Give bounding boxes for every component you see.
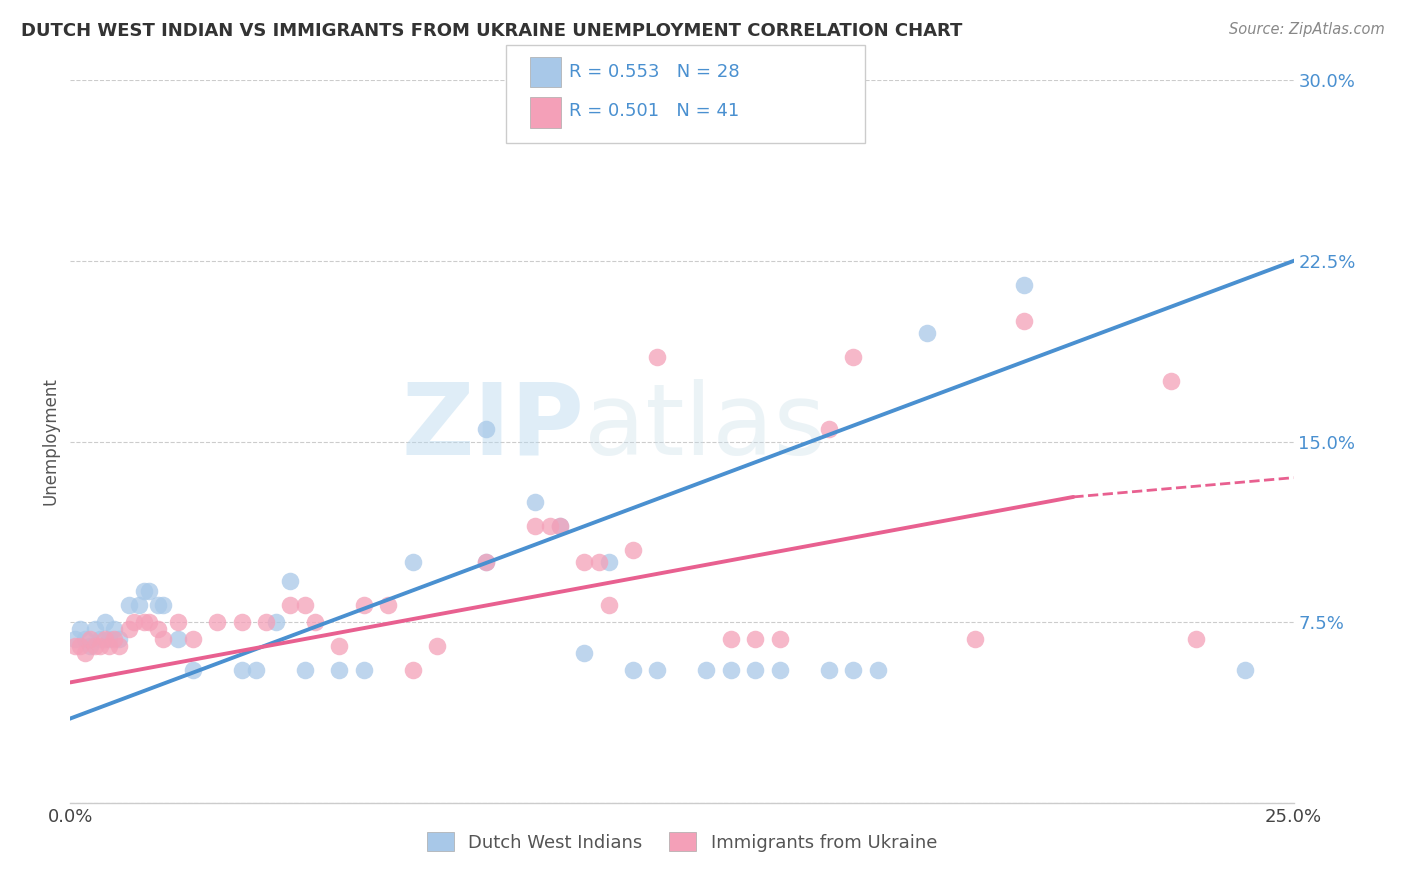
Point [572, 647, 595, 661]
Point [695, 664, 717, 678]
Point [817, 422, 839, 436]
Point [83, 623, 105, 637]
Point [621, 542, 644, 557]
Point [769, 632, 792, 646]
Point [148, 599, 170, 613]
Point [138, 583, 160, 598]
Point [108, 632, 131, 646]
Point [83, 639, 105, 653]
Point [264, 615, 287, 630]
Point [965, 632, 987, 646]
Point [598, 555, 620, 569]
Point [598, 599, 620, 613]
Point [89, 639, 111, 653]
Point [63, 632, 86, 646]
Point [132, 583, 155, 598]
Point [1160, 374, 1182, 388]
Point [69, 623, 91, 637]
Point [167, 632, 190, 646]
Point [103, 623, 125, 637]
Point [744, 664, 766, 678]
Point [744, 632, 766, 646]
Point [548, 518, 571, 533]
Point [866, 664, 889, 678]
Text: atlas: atlas [583, 378, 825, 475]
Point [353, 599, 375, 613]
Point [328, 639, 350, 653]
Point [524, 494, 547, 508]
Point [69, 639, 91, 653]
Point [89, 632, 111, 646]
Point [128, 599, 150, 613]
Point [475, 555, 498, 569]
Point [588, 555, 610, 569]
Text: ZIP: ZIP [401, 378, 583, 475]
Point [79, 632, 101, 646]
Point [205, 615, 228, 630]
Point [93, 632, 115, 646]
Point [769, 664, 792, 678]
Point [328, 664, 350, 678]
Legend: Dutch West Indians, Immigrants from Ukraine: Dutch West Indians, Immigrants from Ukra… [419, 825, 945, 859]
Point [353, 664, 375, 678]
Point [647, 664, 669, 678]
Point [63, 639, 86, 653]
Point [79, 639, 101, 653]
Point [720, 632, 742, 646]
Point [720, 664, 742, 678]
Point [294, 664, 316, 678]
Point [118, 623, 141, 637]
Y-axis label: Unemployment: Unemployment [41, 377, 59, 506]
Point [1233, 664, 1256, 678]
Point [377, 599, 399, 613]
Point [231, 615, 253, 630]
Point [254, 615, 277, 630]
Point [842, 664, 865, 678]
Point [148, 623, 170, 637]
Point [621, 664, 644, 678]
Point [138, 615, 160, 630]
Point [73, 632, 96, 646]
Point [475, 422, 498, 436]
Point [548, 518, 571, 533]
Point [538, 518, 561, 533]
Point [572, 555, 595, 569]
Point [103, 632, 125, 646]
Point [817, 664, 839, 678]
Point [280, 574, 302, 589]
Point [1184, 632, 1206, 646]
Point [245, 664, 267, 678]
Point [915, 326, 938, 340]
Text: R = 0.553   N = 28: R = 0.553 N = 28 [569, 63, 740, 81]
Point [1014, 277, 1036, 292]
Point [304, 615, 326, 630]
Point [475, 555, 498, 569]
Point [98, 639, 121, 653]
Point [181, 632, 204, 646]
Point [402, 555, 425, 569]
Point [167, 615, 190, 630]
Point [152, 632, 174, 646]
Point [280, 599, 302, 613]
Point [402, 664, 425, 678]
Text: Source: ZipAtlas.com: Source: ZipAtlas.com [1229, 22, 1385, 37]
Point [524, 518, 547, 533]
Point [231, 664, 253, 678]
Point [181, 664, 204, 678]
Point [132, 615, 155, 630]
Point [108, 639, 131, 653]
Text: DUTCH WEST INDIAN VS IMMIGRANTS FROM UKRAINE UNEMPLOYMENT CORRELATION CHART: DUTCH WEST INDIAN VS IMMIGRANTS FROM UKR… [21, 22, 963, 40]
Point [98, 632, 121, 646]
Point [122, 615, 145, 630]
Point [647, 350, 669, 364]
Point [294, 599, 316, 613]
Point [842, 350, 865, 364]
Point [93, 615, 115, 630]
Point [1014, 314, 1036, 328]
Point [152, 599, 174, 613]
Point [118, 599, 141, 613]
Text: R = 0.501   N = 41: R = 0.501 N = 41 [569, 103, 740, 120]
Point [426, 639, 449, 653]
Point [73, 647, 96, 661]
